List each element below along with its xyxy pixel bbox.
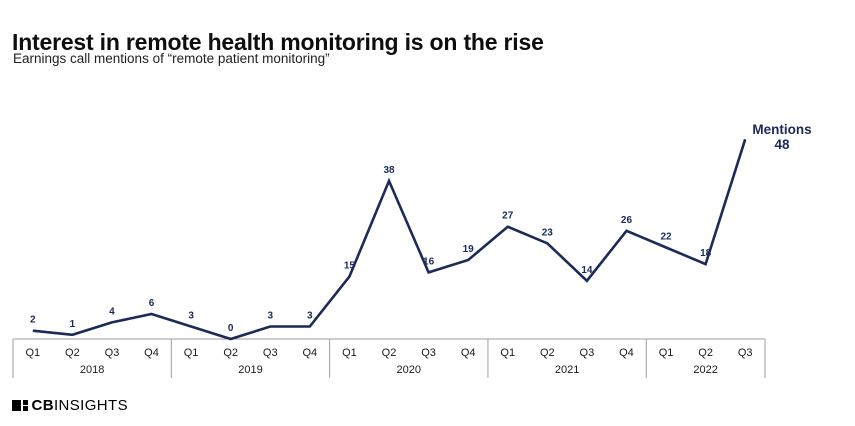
chart-line (32, 138, 747, 341)
quarter-label: Q2 (65, 347, 80, 359)
data-point-label: 19 (463, 244, 475, 255)
page-subtitle: Earnings call mentions of “remote patien… (13, 51, 330, 66)
quarter-label: Q1 (25, 347, 40, 359)
quarter-label: Q4 (619, 347, 634, 359)
quarter-label: Q3 (421, 347, 436, 359)
data-point-label: 15 (344, 261, 356, 272)
quarter-label: Q3 (738, 347, 753, 359)
data-point-label: 0 (228, 323, 234, 334)
final-value-annotation: Mentions 48 (745, 122, 819, 152)
cbinsights-logo-text: CBINSIGHTS (32, 397, 129, 414)
data-point-label: 4 (109, 306, 115, 317)
data-point-label: 2 (30, 315, 36, 326)
final-value-number: 48 (774, 137, 790, 152)
quarter-label: Q1 (184, 347, 199, 359)
quarter-label: Q2 (223, 347, 238, 359)
data-point-label: 16 (423, 256, 435, 267)
data-point-label: 38 (383, 165, 395, 176)
page-title: Interest in remote health monitoring is … (12, 29, 544, 56)
cbinsights-logo: CBINSIGHTS (12, 397, 128, 414)
data-point-label: 1 (70, 319, 76, 330)
data-point-label: 6 (149, 298, 155, 309)
quarter-label: Q4 (144, 347, 159, 359)
quarter-label: Q2 (540, 347, 555, 359)
logo-text-insights: INSIGHTS (53, 397, 129, 414)
quarter-label: Q4 (461, 347, 476, 359)
year-label: 2020 (397, 364, 421, 376)
quarter-label: Q3 (580, 347, 595, 359)
quarter-label: Q3 (263, 347, 278, 359)
quarter-label: Q1 (500, 347, 515, 359)
quarter-label: Q4 (302, 347, 317, 359)
data-point-label: 3 (188, 311, 194, 322)
year-label: 2021 (555, 364, 579, 376)
final-value-label: Mentions (752, 122, 812, 137)
logo-text-cb: CB (31, 397, 54, 414)
year-label: 2022 (693, 364, 717, 376)
data-point-label: 3 (307, 311, 313, 322)
year-label: 2019 (238, 364, 262, 376)
data-point-label: 14 (581, 265, 593, 276)
data-point-label: 3 (267, 311, 273, 322)
quarter-label: Q3 (105, 347, 120, 359)
quarter-label: Q2 (698, 347, 713, 359)
quarter-label: Q1 (659, 347, 674, 359)
quarter-label: Q2 (382, 347, 397, 359)
data-point-label: 22 (660, 231, 672, 242)
data-point-label: 18 (700, 248, 712, 259)
data-point-label: 27 (502, 211, 514, 222)
data-point-label: 26 (621, 215, 633, 226)
year-label: 2018 (80, 364, 104, 376)
cbinsights-logo-icon (12, 399, 28, 412)
data-point-label: 23 (542, 227, 554, 238)
quarter-label: Q1 (342, 347, 357, 359)
